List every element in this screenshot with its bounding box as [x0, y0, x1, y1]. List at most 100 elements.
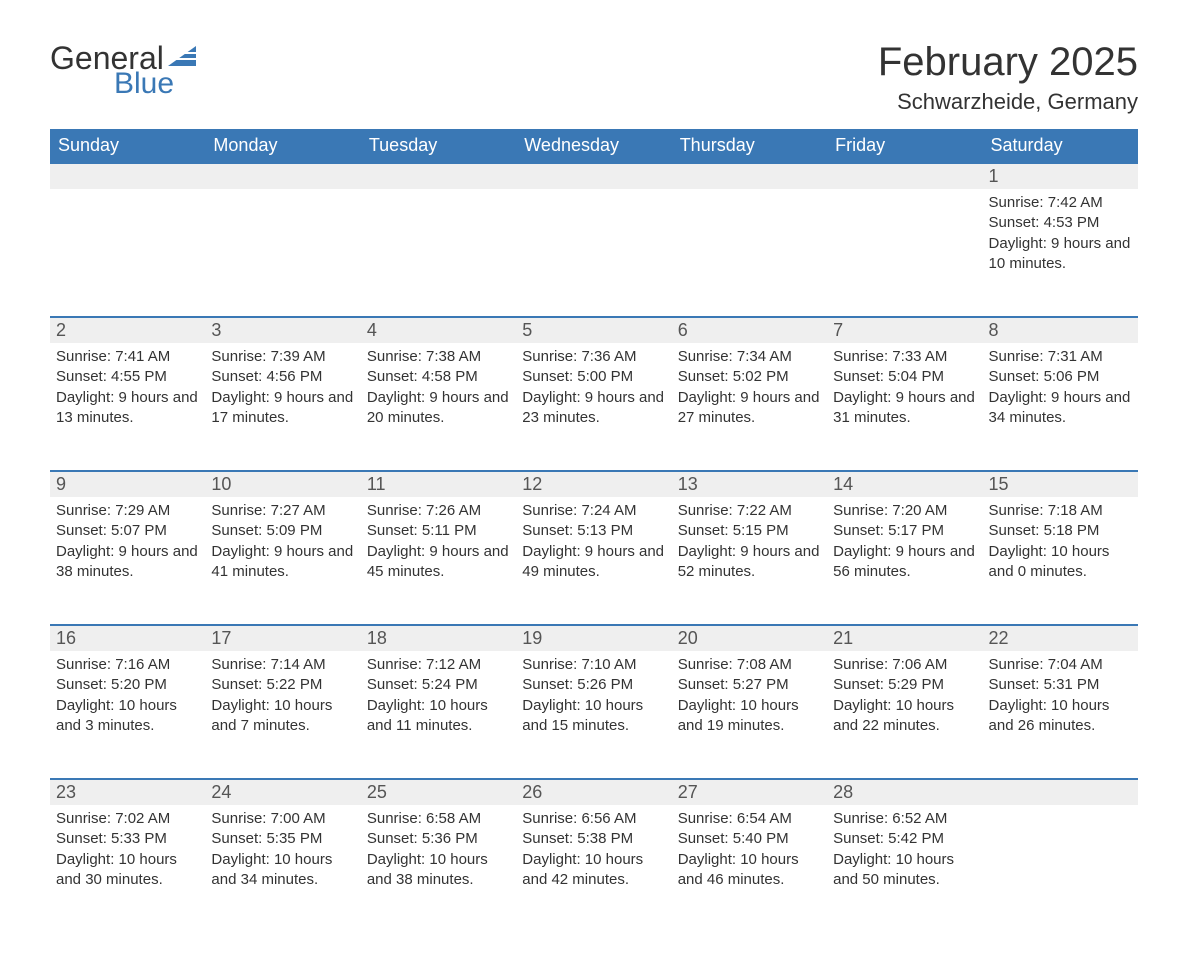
day-cell: Sunrise: 7:02 AMSunset: 5:33 PMDaylight:…: [50, 805, 205, 933]
day-body: Sunrise: 7:18 AMSunset: 5:18 PMDaylight:…: [983, 497, 1138, 592]
day-cell: Sunrise: 7:27 AMSunset: 5:09 PMDaylight:…: [205, 497, 360, 625]
day-number-cell: 6: [672, 317, 827, 343]
day-number-cell: 12: [516, 471, 671, 497]
calendar-thead: SundayMondayTuesdayWednesdayThursdayFrid…: [50, 129, 1138, 163]
sunrise-line: Sunrise: 7:02 AM: [56, 809, 199, 829]
daylight-line: Daylight: 9 hours and 34 minutes.: [989, 388, 1132, 429]
daylight-line: Daylight: 9 hours and 56 minutes.: [833, 542, 976, 583]
day-number-cell: 23: [50, 779, 205, 805]
day-cell: Sunrise: 7:34 AMSunset: 5:02 PMDaylight:…: [672, 343, 827, 471]
day-cell: Sunrise: 7:31 AMSunset: 5:06 PMDaylight:…: [983, 343, 1138, 471]
day-cell: [361, 189, 516, 317]
header: General Blue February 2025 Schwarzheide,…: [50, 40, 1138, 115]
day-body: Sunrise: 7:04 AMSunset: 5:31 PMDaylight:…: [983, 651, 1138, 746]
daylight-line: Daylight: 10 hours and 3 minutes.: [56, 696, 199, 737]
day-header: Thursday: [672, 129, 827, 163]
day-cell: [672, 189, 827, 317]
daylight-line: Daylight: 10 hours and 7 minutes.: [211, 696, 354, 737]
day-number-cell: 10: [205, 471, 360, 497]
day-header: Saturday: [983, 129, 1138, 163]
sunset-line: Sunset: 5:38 PM: [522, 829, 665, 849]
day-number-row: 9101112131415: [50, 471, 1138, 497]
sunrise-line: Sunrise: 7:08 AM: [678, 655, 821, 675]
day-number-cell: 15: [983, 471, 1138, 497]
sunrise-line: Sunrise: 7:34 AM: [678, 347, 821, 367]
day-number-cell: 4: [361, 317, 516, 343]
day-body-row: Sunrise: 7:02 AMSunset: 5:33 PMDaylight:…: [50, 805, 1138, 933]
day-body: Sunrise: 7:20 AMSunset: 5:17 PMDaylight:…: [827, 497, 982, 592]
day-number-cell: 14: [827, 471, 982, 497]
day-cell: Sunrise: 6:58 AMSunset: 5:36 PMDaylight:…: [361, 805, 516, 933]
day-number-cell: 25: [361, 779, 516, 805]
day-body: Sunrise: 6:54 AMSunset: 5:40 PMDaylight:…: [672, 805, 827, 900]
sunset-line: Sunset: 5:04 PM: [833, 367, 976, 387]
sunset-line: Sunset: 5:40 PM: [678, 829, 821, 849]
sunrise-line: Sunrise: 7:20 AM: [833, 501, 976, 521]
sunrise-line: Sunrise: 7:29 AM: [56, 501, 199, 521]
daylight-line: Daylight: 9 hours and 49 minutes.: [522, 542, 665, 583]
day-number-cell: 11: [361, 471, 516, 497]
day-body: Sunrise: 6:56 AMSunset: 5:38 PMDaylight:…: [516, 805, 671, 900]
day-body: Sunrise: 7:00 AMSunset: 5:35 PMDaylight:…: [205, 805, 360, 900]
sunset-line: Sunset: 5:15 PM: [678, 521, 821, 541]
day-number-row: 16171819202122: [50, 625, 1138, 651]
day-cell: [516, 189, 671, 317]
day-number-cell: 22: [983, 625, 1138, 651]
calendar-body: 1Sunrise: 7:42 AMSunset: 4:53 PMDaylight…: [50, 163, 1138, 933]
day-cell: Sunrise: 7:00 AMSunset: 5:35 PMDaylight:…: [205, 805, 360, 933]
day-body-row: Sunrise: 7:29 AMSunset: 5:07 PMDaylight:…: [50, 497, 1138, 625]
daylight-line: Daylight: 10 hours and 15 minutes.: [522, 696, 665, 737]
day-body: Sunrise: 7:41 AMSunset: 4:55 PMDaylight:…: [50, 343, 205, 438]
daylight-line: Daylight: 9 hours and 27 minutes.: [678, 388, 821, 429]
day-number-cell: 24: [205, 779, 360, 805]
day-number-cell: 18: [361, 625, 516, 651]
sunset-line: Sunset: 5:20 PM: [56, 675, 199, 695]
daylight-line: Daylight: 10 hours and 11 minutes.: [367, 696, 510, 737]
day-number-cell: [361, 163, 516, 189]
sunset-line: Sunset: 5:33 PM: [56, 829, 199, 849]
sunrise-line: Sunrise: 7:39 AM: [211, 347, 354, 367]
day-number-cell: [516, 163, 671, 189]
day-header: Sunday: [50, 129, 205, 163]
day-cell: Sunrise: 6:52 AMSunset: 5:42 PMDaylight:…: [827, 805, 982, 933]
day-cell: Sunrise: 7:29 AMSunset: 5:07 PMDaylight:…: [50, 497, 205, 625]
day-cell: Sunrise: 7:42 AMSunset: 4:53 PMDaylight:…: [983, 189, 1138, 317]
sunrise-line: Sunrise: 6:56 AM: [522, 809, 665, 829]
sunrise-line: Sunrise: 7:42 AM: [989, 193, 1132, 213]
daylight-line: Daylight: 9 hours and 31 minutes.: [833, 388, 976, 429]
day-cell: Sunrise: 7:12 AMSunset: 5:24 PMDaylight:…: [361, 651, 516, 779]
day-cell: Sunrise: 6:56 AMSunset: 5:38 PMDaylight:…: [516, 805, 671, 933]
day-cell: Sunrise: 7:33 AMSunset: 5:04 PMDaylight:…: [827, 343, 982, 471]
day-body: Sunrise: 7:26 AMSunset: 5:11 PMDaylight:…: [361, 497, 516, 592]
sunset-line: Sunset: 5:06 PM: [989, 367, 1132, 387]
day-body: Sunrise: 7:38 AMSunset: 4:58 PMDaylight:…: [361, 343, 516, 438]
day-number-cell: 20: [672, 625, 827, 651]
sunrise-line: Sunrise: 7:41 AM: [56, 347, 199, 367]
day-cell: Sunrise: 7:14 AMSunset: 5:22 PMDaylight:…: [205, 651, 360, 779]
sunrise-line: Sunrise: 7:27 AM: [211, 501, 354, 521]
sunset-line: Sunset: 5:29 PM: [833, 675, 976, 695]
day-number-cell: [983, 779, 1138, 805]
sunrise-line: Sunrise: 6:58 AM: [367, 809, 510, 829]
sunset-line: Sunset: 5:02 PM: [678, 367, 821, 387]
day-number-cell: 3: [205, 317, 360, 343]
day-number-cell: 1: [983, 163, 1138, 189]
sunset-line: Sunset: 4:55 PM: [56, 367, 199, 387]
daylight-line: Daylight: 9 hours and 17 minutes.: [211, 388, 354, 429]
day-number-cell: 9: [50, 471, 205, 497]
location: Schwarzheide, Germany: [878, 89, 1138, 115]
day-cell: Sunrise: 7:26 AMSunset: 5:11 PMDaylight:…: [361, 497, 516, 625]
day-header: Tuesday: [361, 129, 516, 163]
day-body: Sunrise: 7:27 AMSunset: 5:09 PMDaylight:…: [205, 497, 360, 592]
sunrise-line: Sunrise: 7:38 AM: [367, 347, 510, 367]
daylight-line: Daylight: 10 hours and 19 minutes.: [678, 696, 821, 737]
sunrise-line: Sunrise: 7:22 AM: [678, 501, 821, 521]
sunset-line: Sunset: 5:17 PM: [833, 521, 976, 541]
sunrise-line: Sunrise: 7:24 AM: [522, 501, 665, 521]
sunset-line: Sunset: 4:58 PM: [367, 367, 510, 387]
sunrise-line: Sunrise: 6:52 AM: [833, 809, 976, 829]
sunset-line: Sunset: 5:35 PM: [211, 829, 354, 849]
title-block: February 2025 Schwarzheide, Germany: [878, 40, 1138, 115]
sunrise-line: Sunrise: 7:18 AM: [989, 501, 1132, 521]
daylight-line: Daylight: 9 hours and 20 minutes.: [367, 388, 510, 429]
